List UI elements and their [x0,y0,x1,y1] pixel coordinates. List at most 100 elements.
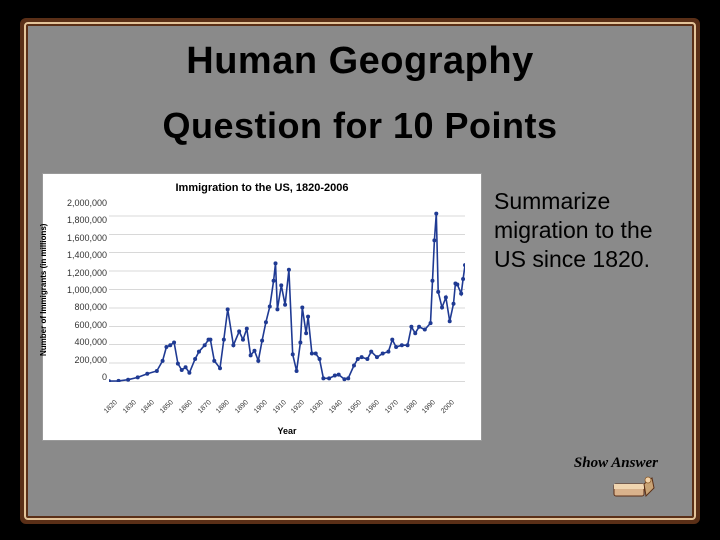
chart-marker [126,378,130,382]
immigration-chart: Immigration to the US, 1820-2006 Number … [42,173,482,441]
chart-marker [440,305,444,309]
blackboard-frame: Human Geography Question for 10 Points I… [20,18,700,524]
chart-marker [295,369,299,373]
chart-marker [310,351,314,355]
chart-marker [222,338,226,342]
chart-marker [432,238,436,242]
chart-marker [161,359,165,363]
chart-marker [375,355,379,359]
chart-marker [279,283,283,287]
chart-marker [168,343,172,347]
chart-marker [436,290,440,294]
y-tick-label: 200,000 [61,355,107,365]
y-axis-labels: 2,000,0001,800,0001,600,0001,400,0001,20… [61,198,107,382]
chart-title: Immigration to the US, 1820-2006 [51,182,473,194]
chart-marker [452,302,456,306]
chart-marker [413,331,417,335]
chart-marker [172,340,176,344]
chart-marker [430,279,434,283]
chart-marker [256,359,260,363]
chart-marker [342,377,346,381]
slide: Human Geography Question for 10 Points I… [0,0,720,540]
chart-marker [252,349,256,353]
chart-marker [394,345,398,349]
chart-marker [208,338,212,342]
chart-marker [360,355,364,359]
category-title: Human Geography [42,40,678,83]
show-answer-button[interactable]: Show Answer [574,455,658,472]
chart-marker [272,279,276,283]
chart-marker [260,339,264,343]
eraser-icon[interactable] [612,474,656,502]
chart-marker [245,327,249,331]
chart-marker [406,343,410,347]
chart-marker [268,305,272,309]
chart-marker [386,350,390,354]
chart-marker [184,365,188,369]
chart-marker [274,261,278,265]
chart-marker [164,345,168,349]
chart-marker [448,319,452,323]
chart-marker [180,368,184,372]
y-tick-label: 800,000 [61,302,107,312]
x-axis-title: Year [109,426,465,436]
chart-marker [300,305,304,309]
chart-marker [306,315,310,319]
chart-marker [193,357,197,361]
chart-marker [463,263,465,267]
chart-marker [429,321,433,325]
chart-marker [212,359,216,363]
chart-marker [400,343,404,347]
chart-line [109,214,465,382]
chart-marker [241,338,245,342]
chart-marker [352,363,356,367]
chart-marker [187,371,191,375]
chart-marker [291,352,295,356]
chart-line-svg [109,198,465,382]
chart-marker [155,369,159,373]
chart-marker [337,373,341,377]
y-tick-label: 1,000,000 [61,285,107,295]
chart-marker [417,325,421,329]
y-tick-label: 400,000 [61,337,107,347]
points-subtitle: Question for 10 Points [42,105,678,147]
chart-marker [365,357,369,361]
chart-marker [390,338,394,342]
chart-marker [231,343,235,347]
chart-marker [287,268,291,272]
y-tick-label: 1,200,000 [61,268,107,278]
chart-marker [264,320,268,324]
chart-marker [283,303,287,307]
chart-marker [145,372,149,376]
y-tick-label: 1,400,000 [61,250,107,260]
y-tick-label: 1,600,000 [61,233,107,243]
chart-marker [434,212,438,216]
y-axis-title: Number of Immigrants (in millions) [39,198,53,382]
chart-marker [423,328,427,332]
chart-marker [346,376,350,380]
chart-marker [304,331,308,335]
chart-marker [197,350,201,354]
chart-marker [237,329,241,333]
chart-marker [409,325,413,329]
chart-marker [333,374,337,378]
y-tick-label: 600,000 [61,320,107,330]
chart-marker [459,292,463,296]
chart-marker [455,282,459,286]
y-tick-label: 1,800,000 [61,215,107,225]
chart-marker [109,379,111,382]
chart-marker [203,343,207,347]
chart-marker [369,350,373,354]
chart-marker [298,340,302,344]
chart-marker [444,295,448,299]
chart-marker [381,351,385,355]
chart-marker [249,353,253,357]
chart-marker [461,277,465,281]
content-row: Immigration to the US, 1820-2006 Number … [42,173,678,498]
chart-marker [356,357,360,361]
chart-plot-area [109,198,465,382]
chart-marker [321,376,325,380]
chart-marker [176,362,180,366]
chart-marker [318,357,322,361]
chart-marker [136,375,140,379]
